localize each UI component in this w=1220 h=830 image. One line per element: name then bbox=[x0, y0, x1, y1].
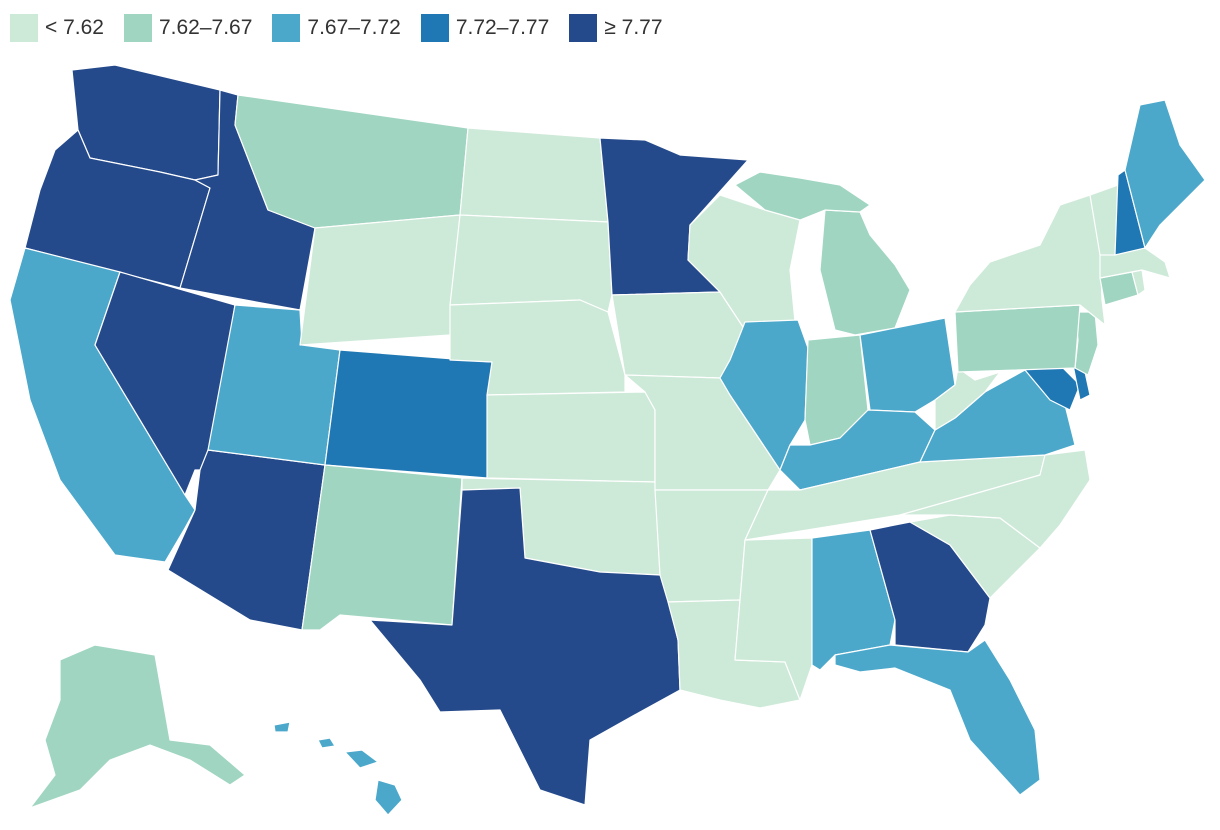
state-mt[interactable] bbox=[234, 94, 469, 229]
state-ny[interactable] bbox=[954, 194, 1106, 326]
state-co[interactable] bbox=[324, 349, 493, 479]
state-hi[interactable] bbox=[273, 721, 403, 816]
legend-swatch-bin-4 bbox=[569, 14, 598, 42]
legend-label-bin-4: ≥ 7.77 bbox=[604, 16, 663, 39]
legend-swatch-bin-3 bbox=[420, 14, 449, 42]
state-ak[interactable] bbox=[29, 644, 246, 809]
state-nm[interactable] bbox=[301, 464, 463, 631]
map-legend: < 7.62 7.62–7.67 7.67–7.72 7.72–7.77 ≥ 7… bbox=[10, 12, 683, 44]
legend-item-bin-0: < 7.62 bbox=[10, 14, 104, 42]
states-layer bbox=[9, 64, 1206, 816]
state-mi[interactable] bbox=[819, 209, 911, 336]
legend-swatch-bin-2 bbox=[272, 14, 301, 42]
legend-item-bin-4: ≥ 7.77 bbox=[569, 14, 663, 42]
state-wy[interactable] bbox=[299, 214, 461, 346]
legend-label-bin-1: 7.62–7.67 bbox=[158, 16, 253, 39]
state-nc[interactable] bbox=[899, 449, 1091, 549]
state-tx[interactable] bbox=[369, 487, 681, 806]
legend-swatch-bin-0 bbox=[10, 14, 38, 42]
state-pa[interactable] bbox=[954, 304, 1081, 373]
state-me[interactable] bbox=[1124, 99, 1206, 249]
state-ks[interactable] bbox=[486, 391, 656, 483]
state-ia[interactable] bbox=[611, 291, 746, 379]
legend-label-bin-0: < 7.62 bbox=[45, 16, 104, 39]
legend-item-bin-2: 7.67–7.72 bbox=[272, 14, 401, 42]
legend-label-bin-2: 7.67–7.72 bbox=[307, 16, 401, 39]
state-sd[interactable] bbox=[449, 214, 613, 313]
legend-item-bin-3: 7.72–7.77 bbox=[420, 14, 550, 42]
state-wi[interactable] bbox=[687, 194, 801, 331]
state-nd[interactable] bbox=[459, 127, 609, 223]
legend-item-bin-1: 7.62–7.67 bbox=[123, 14, 253, 42]
legend-label-bin-3: 7.72–7.77 bbox=[455, 16, 550, 39]
state-mi-upper[interactable] bbox=[734, 171, 871, 221]
legend-swatch-bin-1 bbox=[123, 14, 152, 42]
state-fl[interactable] bbox=[834, 639, 1041, 796]
